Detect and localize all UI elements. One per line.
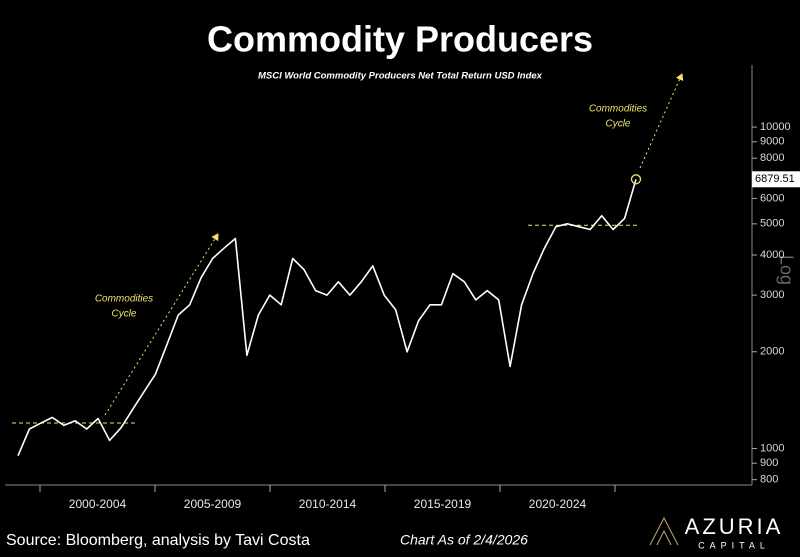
brand-logo xyxy=(649,516,679,546)
last-value-label: 6879.51 xyxy=(755,173,795,185)
last-point xyxy=(630,174,642,185)
y-tick-label: 10000 xyxy=(760,121,791,133)
y-tick-label: 9000 xyxy=(760,136,784,148)
chart-subtitle: MSCI World Commodity Producers Net Total… xyxy=(258,71,543,82)
y-tick-label: 1000 xyxy=(760,442,784,454)
x-tick-label: 2015-2019 xyxy=(414,497,472,511)
y-tick-label: 8000 xyxy=(760,152,784,164)
y-axis-label: Log xyxy=(776,255,796,285)
cycle-arrow xyxy=(104,233,219,416)
series-line xyxy=(17,179,637,457)
x-tick-label: 2020-2024 xyxy=(529,497,587,511)
annotation: Cycle xyxy=(605,119,630,130)
annotation: Commodities xyxy=(95,294,153,305)
y-tick-label: 2000 xyxy=(760,346,784,358)
annotation: Cycle xyxy=(111,309,136,320)
y-tick-label: 4000 xyxy=(760,249,784,261)
y-tick-label: 3000 xyxy=(760,289,784,301)
brand-sub: CAPITAL xyxy=(698,540,770,550)
x-tick-label: 2000-2004 xyxy=(69,497,127,511)
y-tick-label: 5000 xyxy=(760,218,784,230)
as-of: Chart As of 2/4/2026 xyxy=(400,532,528,548)
x-tick-label: 2005-2009 xyxy=(184,497,242,511)
annotation: Commodities xyxy=(589,104,647,115)
chart-title: Commodity Producers xyxy=(207,19,593,60)
y-tick-label: 6000 xyxy=(760,192,784,204)
last-value-box xyxy=(752,171,800,188)
cycle-arrow xyxy=(639,73,684,169)
brand: AZURIA xyxy=(685,514,784,539)
y-tick-label: 900 xyxy=(760,457,778,469)
y-tick-label: 800 xyxy=(760,474,778,486)
source: Source: Bloomberg, analysis by Tavi Cost… xyxy=(6,532,310,549)
x-tick-label: 2010-2014 xyxy=(299,497,357,511)
